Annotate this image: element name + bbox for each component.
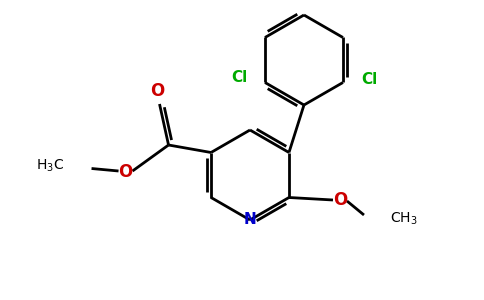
Text: CH$_3$: CH$_3$	[390, 211, 418, 227]
Text: O: O	[150, 82, 164, 100]
Text: H$_3$C: H$_3$C	[36, 158, 64, 174]
Text: O: O	[118, 163, 132, 181]
Text: N: N	[243, 212, 257, 227]
Text: Cl: Cl	[231, 70, 247, 85]
Text: Cl: Cl	[361, 73, 377, 88]
Text: O: O	[333, 191, 348, 209]
